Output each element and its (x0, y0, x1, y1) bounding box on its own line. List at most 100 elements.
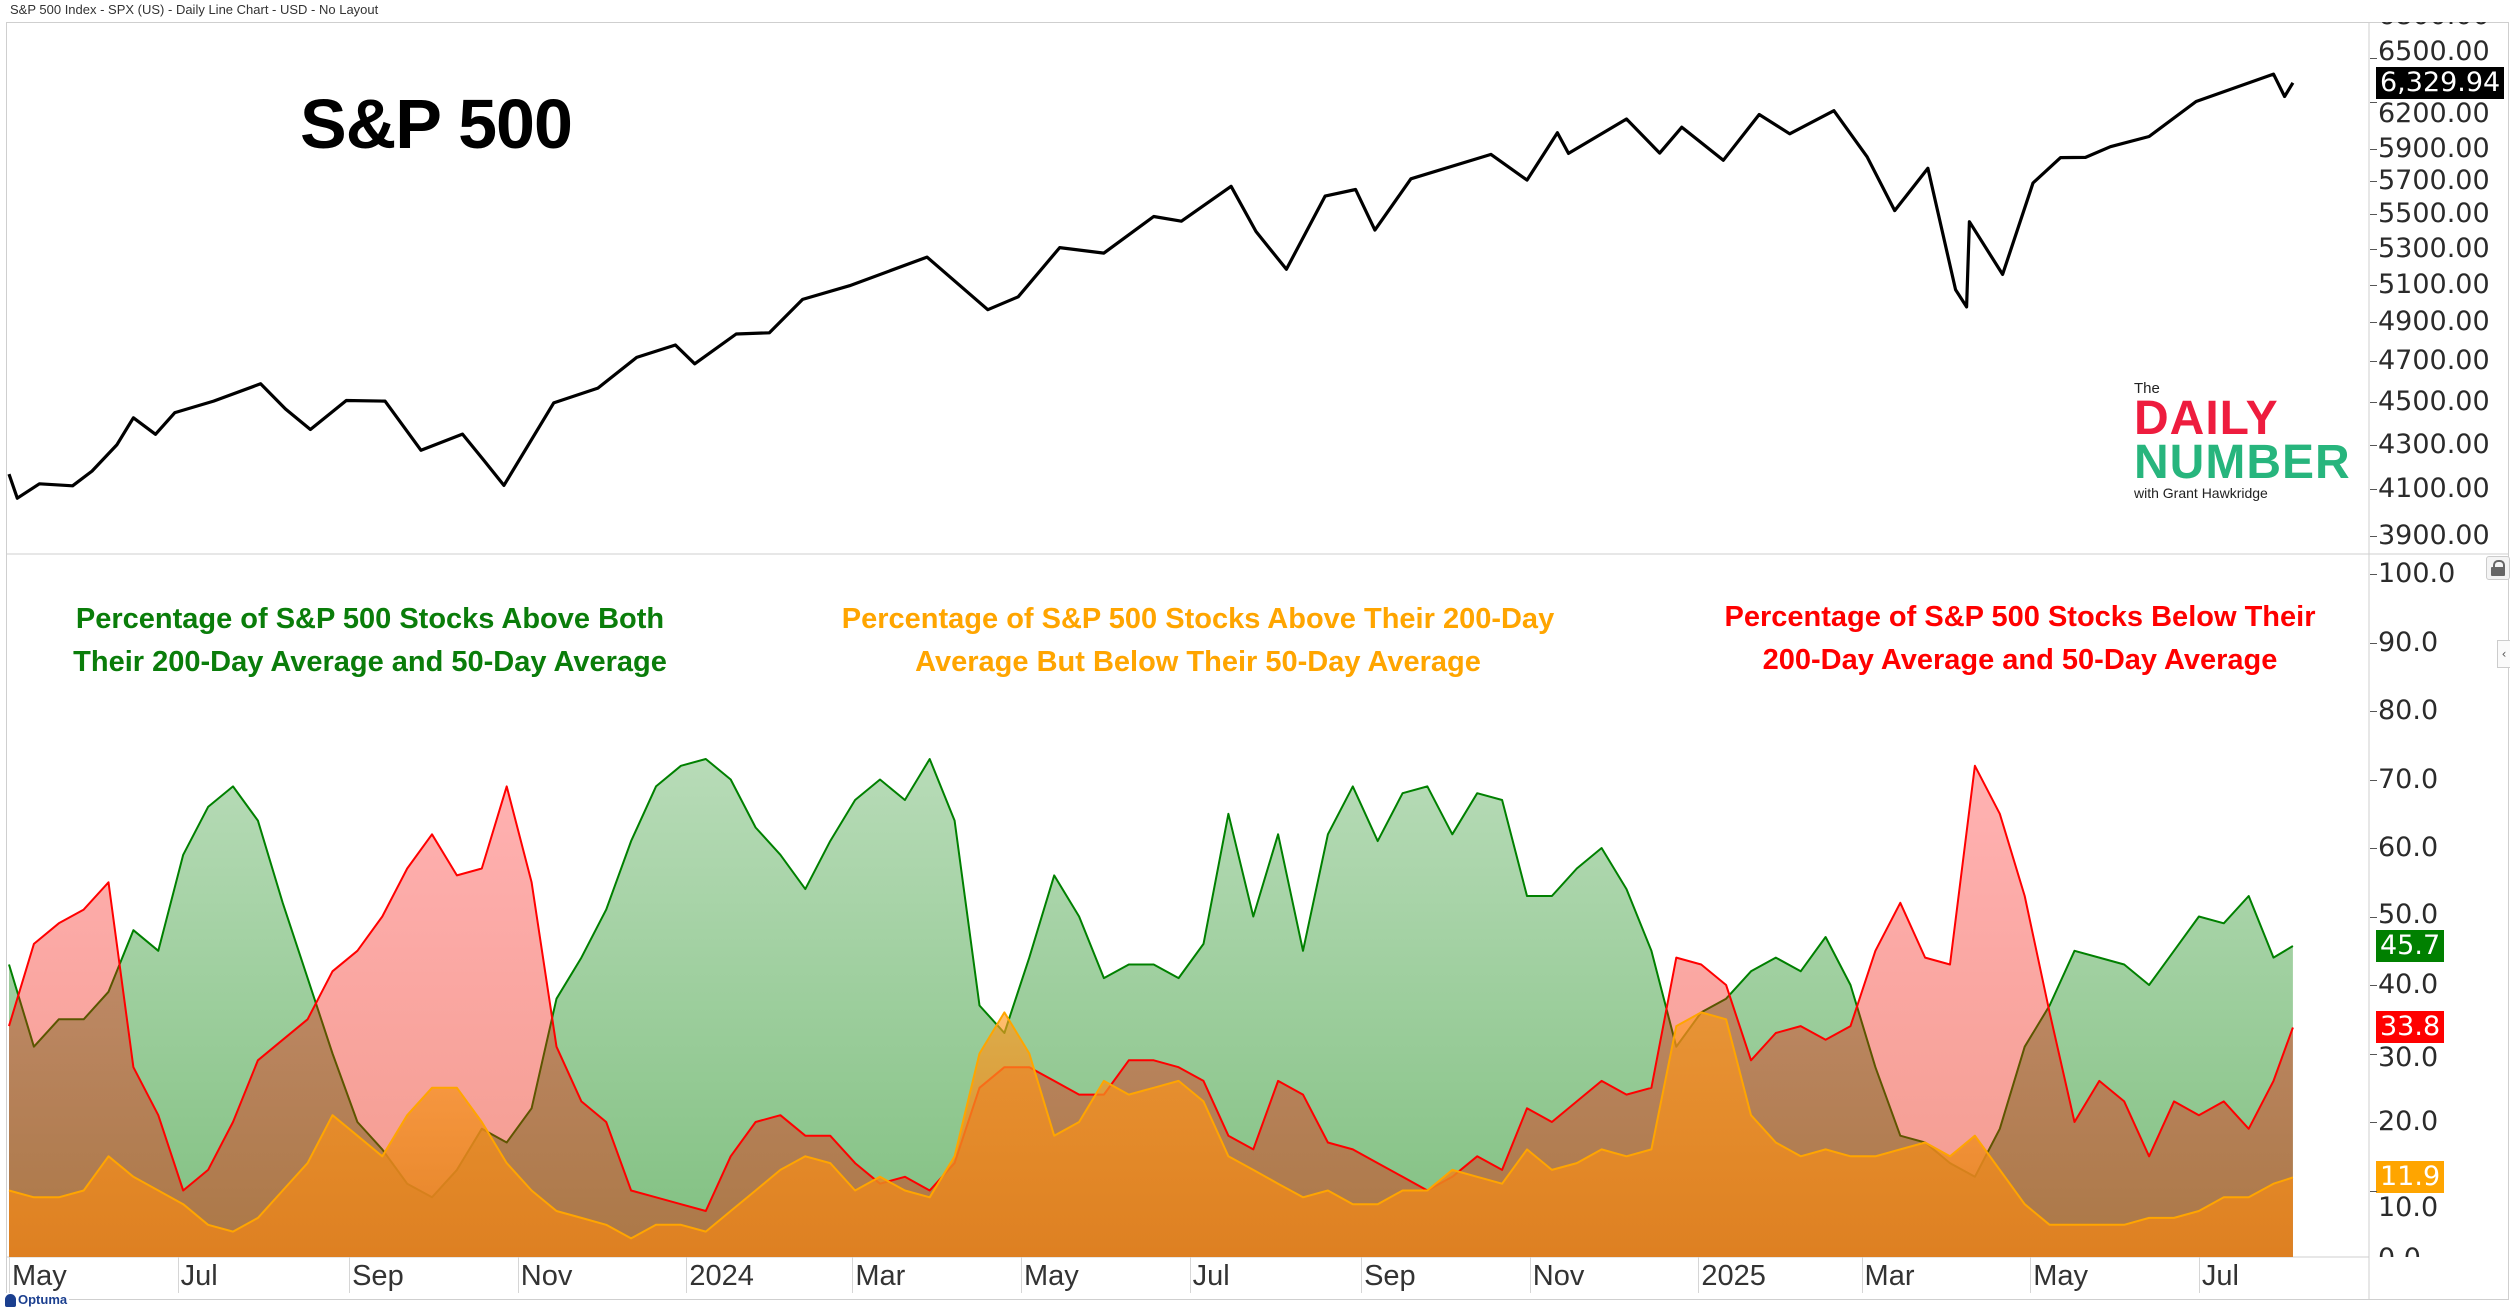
red-title-line-1: Percentage of S&P 500 Stocks Below Their (1724, 601, 2316, 633)
price-tick-label: 4100.00 (2378, 473, 2490, 505)
percent-y-axis[interactable]: 45.7 33.8 11.9 100.0 90.0 80.0 70.0 60.0 50.0 40.… (2370, 555, 2510, 1257)
percent-tick-label: 0.0 (2378, 1244, 2421, 1258)
price-tick-mark (2370, 248, 2377, 250)
percent-tick-label: 20.0 (2378, 1106, 2439, 1137)
percent-tick-label: 50.0 (2378, 898, 2439, 930)
red-title-line-2: 200-Day Average and 50-Day Average (1762, 644, 2278, 676)
price-tick-mark (2370, 489, 2377, 491)
x-gridline (1020, 1257, 1022, 1293)
collapse-panel-chevron-left-icon[interactable]: ‹ (2497, 640, 2510, 668)
orange-series-title: Percentage of S&P 500 Stocks Above Their… (808, 598, 1588, 684)
spx-last-value-label: 6,329.94 (2376, 66, 2505, 99)
price-tick-label: 5900.00 (2378, 132, 2490, 164)
x-gridline (9, 1257, 10, 1293)
spx-pane (7, 72, 2295, 500)
percent-tick-mark (2370, 642, 2377, 644)
spx-chart-title: S&P 500 (300, 85, 573, 163)
x-tick-label: May (1023, 1260, 1079, 1292)
x-tick-label: Mar (855, 1260, 906, 1292)
x-gridline (1361, 1257, 1363, 1293)
percent-tick-label: 80.0 (2378, 695, 2439, 726)
x-gridline (177, 1257, 179, 1293)
x-tick-label: Sep (1364, 1260, 1416, 1292)
percent-tick-label: 10.0 (2378, 1192, 2439, 1224)
percent-tick-label: 60.0 (2378, 832, 2439, 863)
green-series-title: Percentage of S&P 500 Stocks Above Both … (20, 598, 720, 684)
x-tick-label: 2024 (689, 1260, 754, 1292)
price-tick-mark (2370, 180, 2377, 182)
price-tick-mark (2370, 58, 2377, 59)
green-above-both-last-value-label: 45.7 (2376, 929, 2445, 962)
optuma-mark-icon (5, 1293, 16, 1307)
percent-tick-label: 30.0 (2378, 1042, 2439, 1074)
price-tick-label: 5300.00 (2378, 232, 2490, 264)
green-title-line-2: Their 200-Day Average and 50-Day Average (73, 646, 667, 678)
lock-icon[interactable] (2486, 556, 2510, 580)
orange-above200-below50-area (9, 1012, 2293, 1257)
x-tick-label: Jul (180, 1260, 218, 1292)
price-tick-label: 5500.00 (2378, 198, 2490, 230)
x-tick-label: Jul (2201, 1260, 2239, 1292)
price-tick-label: 5100.00 (2378, 268, 2490, 300)
x-gridline (1861, 1257, 1863, 1293)
optuma-wordmark: Optuma (18, 1292, 68, 1307)
price-tick-mark (2370, 402, 2377, 404)
x-tick-label: Sep (352, 1260, 404, 1292)
price-tick-label: 4300.00 (2378, 428, 2490, 460)
price-tick-label: 5700.00 (2378, 164, 2490, 196)
percent-tick-label: 40.0 (2378, 969, 2439, 1000)
x-gridline (1698, 1257, 1700, 1293)
percent-tick-mark (2370, 1122, 2377, 1123)
orange-title-line-2: Average But Below Their 50-Day Average (915, 646, 1481, 678)
price-tick-mark (2370, 148, 2377, 150)
optuma-logo: Optuma (5, 1292, 70, 1307)
x-gridline (1529, 1257, 1531, 1293)
percent-tick-mark (2370, 711, 2377, 712)
x-gridline (2030, 1257, 2032, 1293)
price-tick-mark (2370, 536, 2377, 538)
price-tick-label: 6200.00 (2378, 97, 2490, 129)
price-tick-mark (2370, 322, 2377, 324)
x-tick-label: Jul (1192, 1260, 1230, 1292)
percent-tick-mark (2370, 916, 2377, 918)
green-title-line-1: Percentage of S&P 500 Stocks Above Both (75, 603, 665, 635)
orange-above200-below50-last-value-label: 11.9 (2376, 1161, 2445, 1194)
logo-daily: DAILY (2134, 392, 2279, 445)
x-tick-label: May (12, 1260, 67, 1292)
logo-number: NUMBER (2134, 436, 2351, 489)
price-tick-label: 6500.00 (2378, 35, 2490, 67)
percent-tick-mark (2370, 1053, 2377, 1055)
percent-tick-mark (2370, 985, 2377, 986)
x-gridline (1189, 1257, 1191, 1293)
x-gridline (517, 1257, 519, 1293)
price-tick-label: 3900.00 (2378, 520, 2490, 552)
x-gridline (686, 1257, 688, 1293)
price-tick-mark (2370, 284, 2377, 286)
x-gridline (2198, 1257, 2200, 1293)
price-tick-label: 4500.00 (2378, 386, 2490, 418)
x-tick-label: May (2033, 1260, 2088, 1292)
percent-tick-mark (2370, 1190, 2377, 1192)
daily-number-logo: The DAILY NUMBER with Grant Hawkridge (2134, 380, 2351, 501)
chart-header-title: S&P 500 Index - SPX (US) - Daily Line Ch… (10, 2, 379, 17)
percent-tick-mark (2370, 574, 2377, 575)
x-gridline (349, 1257, 351, 1293)
percent-tick-label: 100.0 (2378, 558, 2456, 589)
percent-tick-mark (2370, 848, 2377, 849)
price-tick-mark (2370, 444, 2377, 446)
price-tick-label: 4700.00 (2378, 345, 2490, 377)
breadth-pane (8, 758, 2294, 1257)
logo-byline: with Grant Hawkridge (2134, 485, 2268, 501)
x-tick-label: Mar (1864, 1260, 1915, 1292)
x-axis[interactable]: May Jul Sep Nov 2024 Mar May Jul Sep Nov 2025 Mar Ma… (6, 1257, 2369, 1293)
price-tick-mark (2370, 214, 2377, 216)
red-series-title: Percentage of S&P 500 Stocks Below Their… (1670, 596, 2370, 682)
orange-title-line-1: Percentage of S&P 500 Stocks Above Their… (841, 603, 1555, 635)
x-tick-label: Nov (1532, 1260, 1585, 1292)
percent-tick-mark (2370, 779, 2377, 781)
red-below-both-last-value-label: 33.8 (2376, 1011, 2445, 1044)
percent-tick-label: 90.0 (2378, 626, 2439, 658)
price-tick-label: 6800.00 (2378, 22, 2490, 31)
price-y-axis[interactable]: 6,329.94 6800.00 6500.00 6200.005900.005700… (2370, 22, 2510, 554)
